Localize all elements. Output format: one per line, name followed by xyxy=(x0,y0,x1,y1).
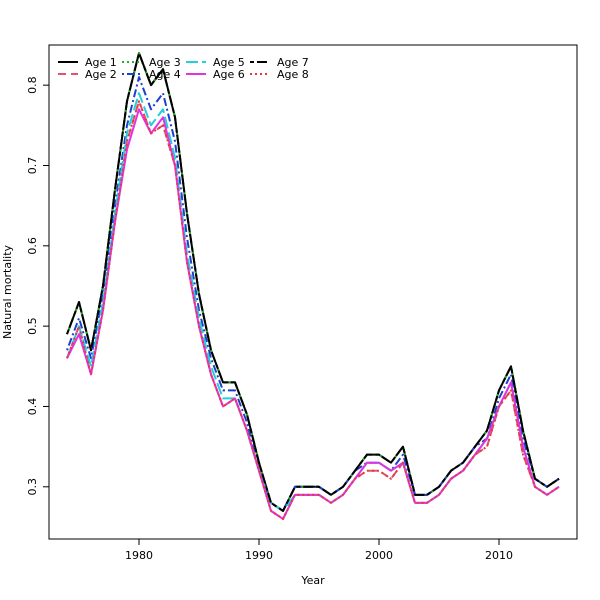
y-tick-label: 0.8 xyxy=(26,76,39,94)
y-tick-label: 0.3 xyxy=(26,478,39,496)
legend-label-age-8: Age 8 xyxy=(277,68,309,81)
legend-label-age-3: Age 3 xyxy=(149,56,181,69)
y-tick-label: 0.7 xyxy=(26,157,39,175)
x-tick-label: 1980 xyxy=(125,549,153,562)
series-line-age-8 xyxy=(66,100,560,520)
series-layer xyxy=(66,52,560,520)
legend-label-age-4: Age 4 xyxy=(149,68,181,81)
series-line-age-7 xyxy=(66,52,560,512)
series-line-age-6 xyxy=(66,108,560,520)
y-tick-label: 0.5 xyxy=(26,317,39,335)
legend-label-age-6: Age 6 xyxy=(213,68,245,81)
y-axis-title: Natural mortality xyxy=(1,244,14,339)
x-axis: 1980 1990 2000 2010 xyxy=(125,539,513,562)
legend-label-age-5: Age 5 xyxy=(213,56,245,69)
y-tick-label: 0.6 xyxy=(26,237,39,255)
series-line-age-4 xyxy=(66,76,560,512)
x-tick-label: 2000 xyxy=(365,549,393,562)
series-line-age-2 xyxy=(66,100,560,520)
x-axis-title: Year xyxy=(300,574,325,587)
y-axis: 0.3 0.4 0.5 0.6 0.7 0.8 xyxy=(26,76,49,496)
legend-label-age-1: Age 1 xyxy=(85,56,117,69)
x-tick-label: 2010 xyxy=(485,549,513,562)
y-tick-label: 0.4 xyxy=(26,398,39,416)
legend-label-age-2: Age 2 xyxy=(85,68,117,81)
plot-frame xyxy=(48,44,578,540)
x-tick-label: 1990 xyxy=(245,549,273,562)
legend-label-age-7: Age 7 xyxy=(277,56,309,69)
